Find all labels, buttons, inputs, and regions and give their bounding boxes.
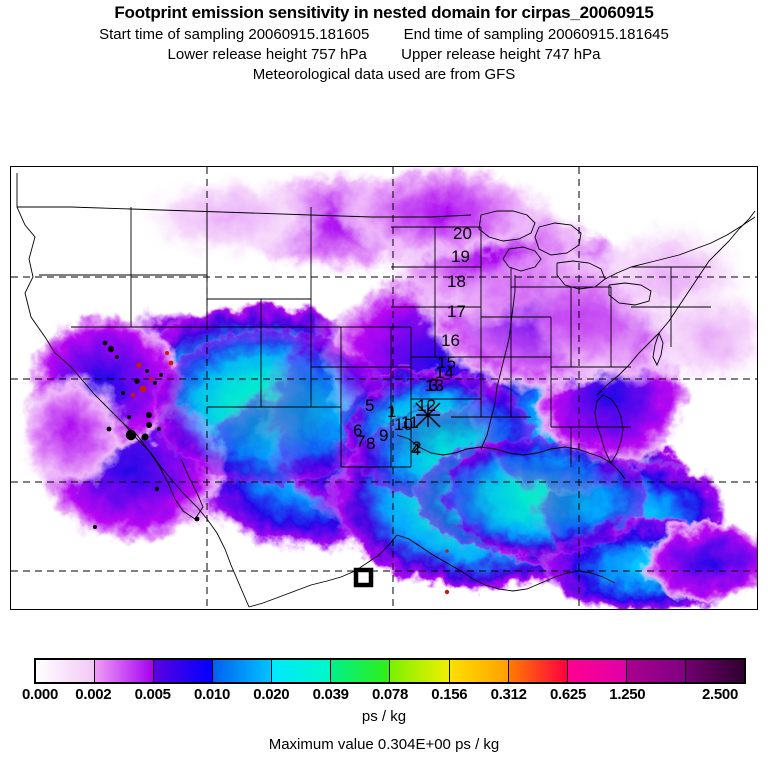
colorbar-segment bbox=[626, 660, 686, 682]
colorbar-tick: 0.020 bbox=[253, 686, 290, 703]
colorbar-segment bbox=[95, 660, 155, 682]
trajectory-label-13: 13 bbox=[425, 376, 444, 395]
colorbar-tick: 0.010 bbox=[193, 686, 231, 703]
lower-release-height-label: Lower release height 757 hPa bbox=[167, 46, 367, 63]
map-panel: 1 2 3 4 5 6 7 8 9 10 11 12 13 14 15 16 17 18 19 20 bbox=[10, 166, 758, 610]
colorbar-tick: 0.005 bbox=[134, 686, 171, 703]
maximum-value-label: Maximum value 0.304E+00 ps / kg bbox=[268, 736, 500, 753]
trajectory-label-12: 12 bbox=[417, 396, 436, 415]
colorbar-tick: 0.002 bbox=[75, 686, 112, 703]
colorbar-segment bbox=[36, 660, 96, 682]
colorbar-segment bbox=[154, 660, 214, 682]
trajectory-label-5: 5 bbox=[365, 396, 375, 415]
colorbar-tick: 0.156 bbox=[431, 686, 468, 703]
trajectory-label-6: 6 bbox=[353, 421, 363, 440]
trajectory-label-20: 20 bbox=[453, 224, 472, 243]
colorbar-tick: 0.078 bbox=[371, 686, 409, 703]
page-title: Footprint emission sensitivity in nested… bbox=[114, 3, 654, 22]
colorbar-tick: 0.039 bbox=[312, 686, 349, 703]
colorbar bbox=[34, 658, 746, 684]
sampling-time-line: Start time of sampling 20060915.181605 E… bbox=[0, 26, 768, 43]
start-time-label: Start time of sampling 20060915.181605 bbox=[99, 26, 370, 43]
trajectory-label-17: 17 bbox=[447, 302, 466, 321]
trajectory-label-11: 11 bbox=[401, 413, 419, 432]
trajectory-label-7: 7 bbox=[356, 432, 366, 451]
trajectory-label-9: 9 bbox=[379, 426, 389, 445]
footprint-heatmap bbox=[11, 167, 757, 609]
trajectory-label-10: 10 bbox=[394, 415, 413, 434]
trajectory-label-4: 4 bbox=[411, 440, 421, 459]
trajectory-label-1: 1 bbox=[387, 402, 397, 421]
trajectory-label-8: 8 bbox=[366, 434, 376, 453]
particle-dots bbox=[93, 340, 450, 595]
trajectory-label-3: 3 bbox=[429, 376, 439, 395]
figure-header: Footprint emission sensitivity in nested… bbox=[0, 0, 768, 83]
map-boundaries bbox=[16, 173, 756, 608]
trajectory-label-14: 14 bbox=[435, 363, 454, 382]
colorbar-tick: 0.312 bbox=[490, 686, 527, 703]
colorbar-tick: 0.000 bbox=[21, 686, 59, 703]
release-height-line: Lower release height 757 hPa Upper relea… bbox=[0, 46, 768, 63]
release-marker bbox=[415, 402, 441, 428]
colorbar-segment bbox=[449, 660, 509, 682]
trajectory-label-18: 18 bbox=[447, 272, 466, 291]
colorbar-tick: 0.625 bbox=[549, 686, 587, 703]
colorbar-tick: 2.500 bbox=[701, 686, 739, 703]
site-square-marker bbox=[353, 567, 374, 588]
colorbar-segment bbox=[567, 660, 627, 682]
colorbar-segment bbox=[390, 660, 450, 682]
state-boundaries bbox=[39, 207, 711, 468]
met-data-label: Meteorological data used are from GFS bbox=[252, 66, 516, 83]
colorbar-segment bbox=[213, 660, 273, 682]
colorbar-segment bbox=[331, 660, 391, 682]
colorbar-units-label: ps / kg bbox=[361, 708, 407, 725]
trajectory-label-19: 19 bbox=[451, 247, 470, 266]
map-frame: 1 2 3 4 5 6 7 8 9 10 11 12 13 14 15 16 17 18 19 20 bbox=[10, 166, 758, 610]
colorbar-tick-labels: 0.000 0.002 0.005 0.010 0.020 0.039 0.078 0.156… bbox=[0, 686, 768, 704]
upper-release-height-label: Upper release height 747 hPa bbox=[401, 46, 601, 63]
trajectory-label-16: 16 bbox=[441, 331, 460, 350]
trajectory-label-15: 15 bbox=[437, 353, 456, 372]
colorbar-segment bbox=[272, 660, 332, 682]
trajectory-label-2: 2 bbox=[412, 438, 422, 457]
colorbar-tick: 1.250 bbox=[609, 686, 646, 703]
end-time-label: End time of sampling 20060915.181645 bbox=[403, 26, 669, 43]
colorbar-segment bbox=[685, 660, 744, 682]
colorbar-segment bbox=[508, 660, 568, 682]
